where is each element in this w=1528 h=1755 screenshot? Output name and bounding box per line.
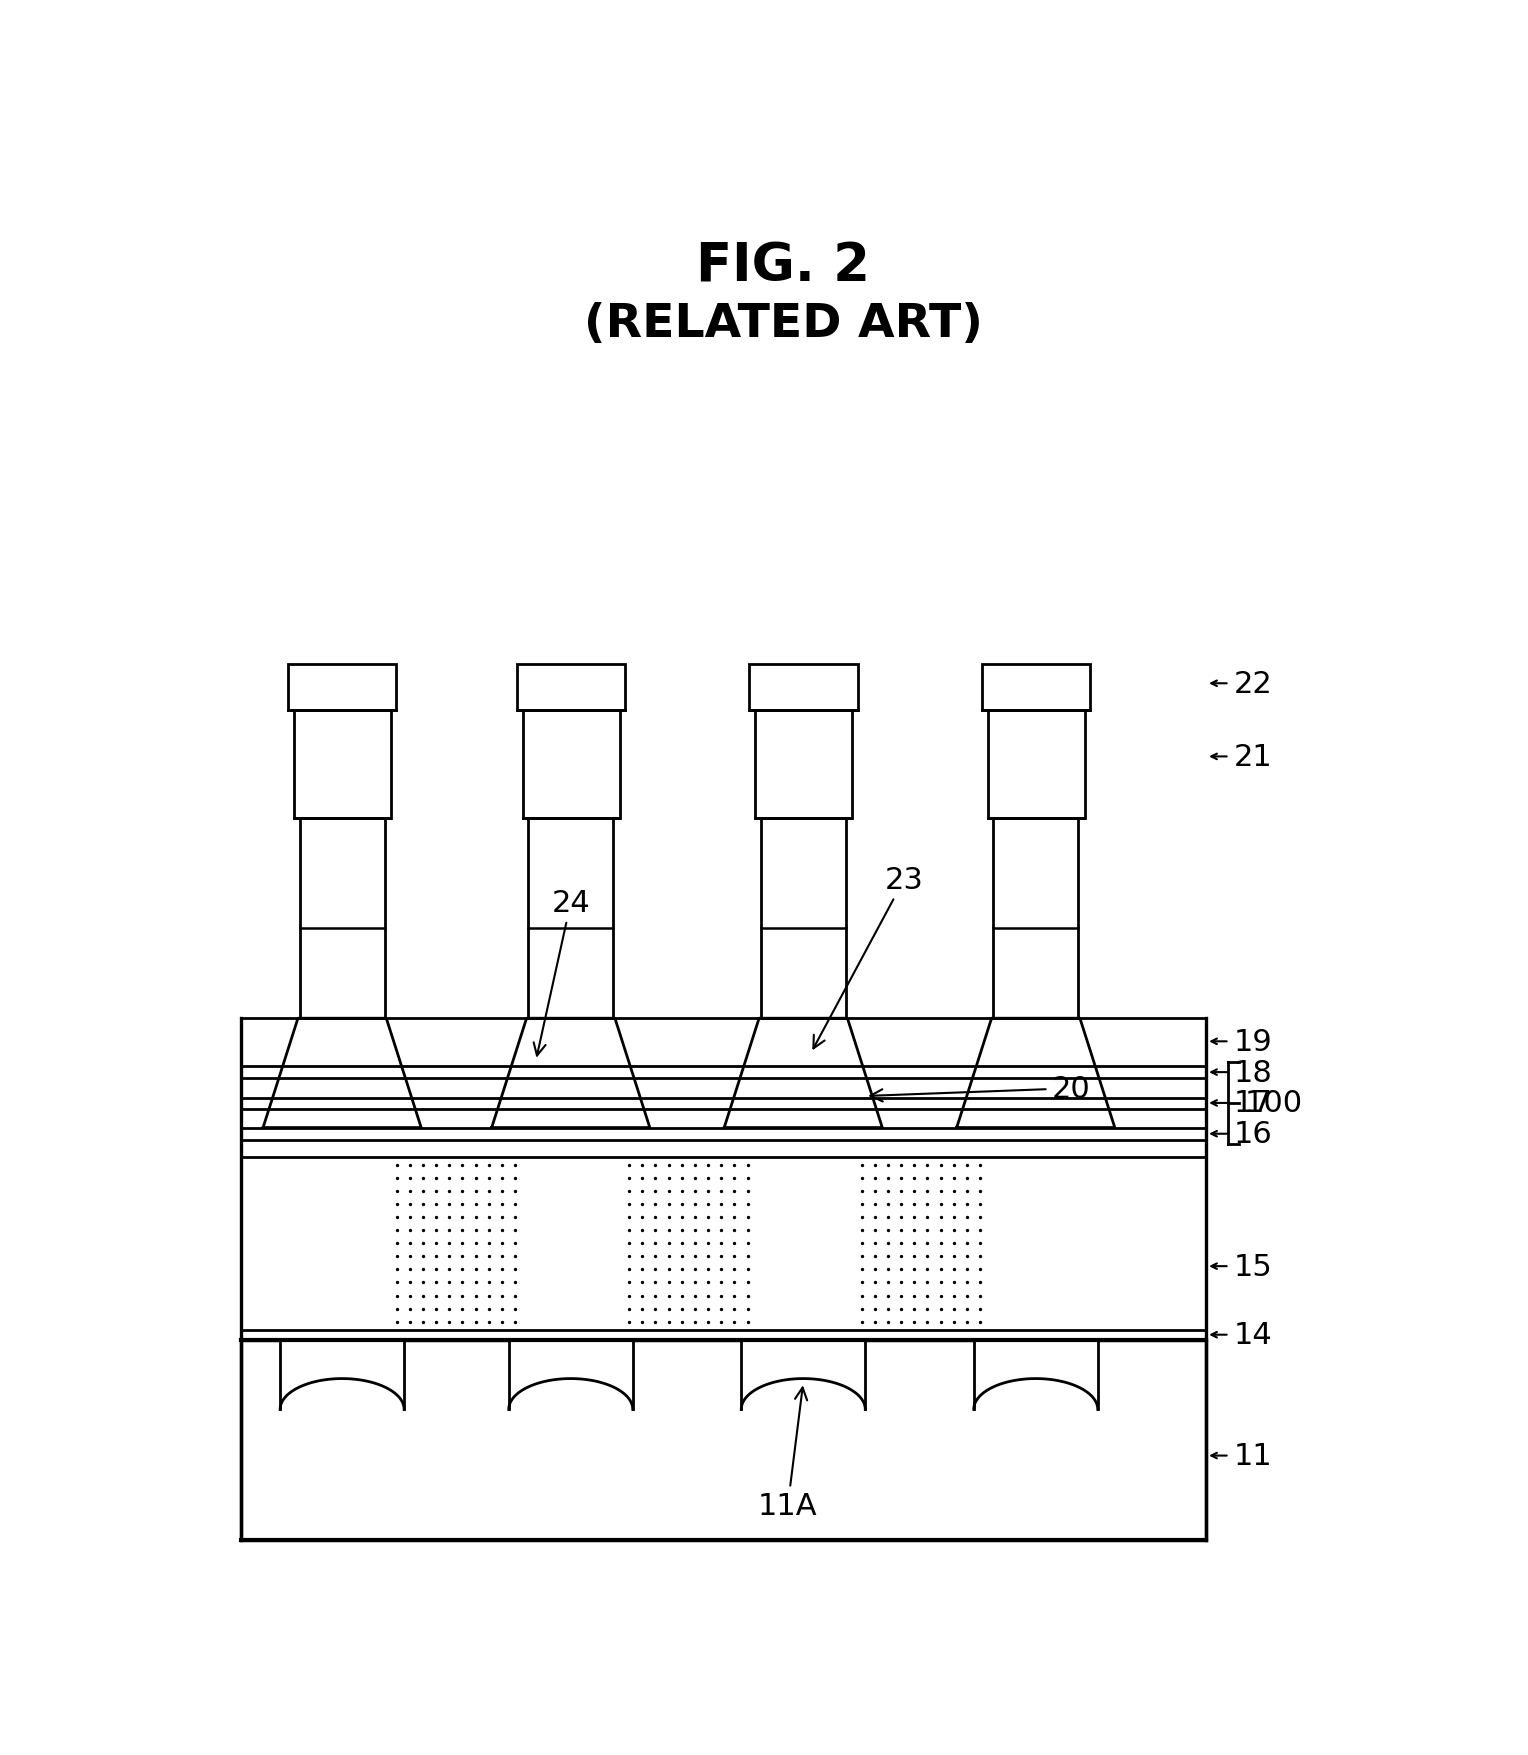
Text: 11: 11 <box>1233 1441 1273 1471</box>
Text: 23: 23 <box>813 865 923 1049</box>
Bar <box>509 1341 633 1409</box>
Text: 22: 22 <box>1233 669 1273 698</box>
Bar <box>741 1341 865 1409</box>
Bar <box>981 665 1089 711</box>
Text: 100: 100 <box>1245 1088 1303 1118</box>
Bar <box>973 1341 1097 1409</box>
Bar <box>749 665 857 711</box>
Polygon shape <box>957 1018 1115 1128</box>
Bar <box>529 818 613 1018</box>
Bar <box>287 665 396 711</box>
Polygon shape <box>724 1018 882 1128</box>
Text: 24: 24 <box>533 888 590 1057</box>
Polygon shape <box>263 1018 422 1128</box>
Text: 17: 17 <box>1233 1088 1273 1118</box>
Text: 20: 20 <box>871 1074 1089 1104</box>
Polygon shape <box>509 1379 633 1409</box>
Bar <box>993 818 1079 1018</box>
Polygon shape <box>973 1379 1097 1409</box>
Bar <box>280 1341 403 1409</box>
Bar <box>761 818 847 1018</box>
Text: FIG. 2: FIG. 2 <box>697 240 869 291</box>
Text: (RELATED ART): (RELATED ART) <box>584 302 983 347</box>
Bar <box>854 1157 986 1330</box>
Bar <box>516 665 625 711</box>
Polygon shape <box>280 1379 403 1409</box>
Text: 15: 15 <box>1233 1251 1273 1281</box>
Bar <box>620 1157 753 1330</box>
Bar <box>293 711 391 818</box>
Bar <box>299 818 385 1018</box>
Bar <box>987 711 1085 818</box>
Bar <box>755 711 853 818</box>
Polygon shape <box>741 1379 865 1409</box>
Bar <box>241 1341 1206 1541</box>
Polygon shape <box>492 1018 649 1128</box>
Text: 14: 14 <box>1233 1320 1273 1350</box>
Text: 21: 21 <box>1233 742 1273 772</box>
Bar <box>523 711 619 818</box>
Text: 11A: 11A <box>758 1388 817 1520</box>
Text: 19: 19 <box>1233 1027 1273 1057</box>
Text: 16: 16 <box>1233 1120 1273 1148</box>
Text: 18: 18 <box>1233 1058 1273 1086</box>
Bar <box>388 1157 521 1330</box>
